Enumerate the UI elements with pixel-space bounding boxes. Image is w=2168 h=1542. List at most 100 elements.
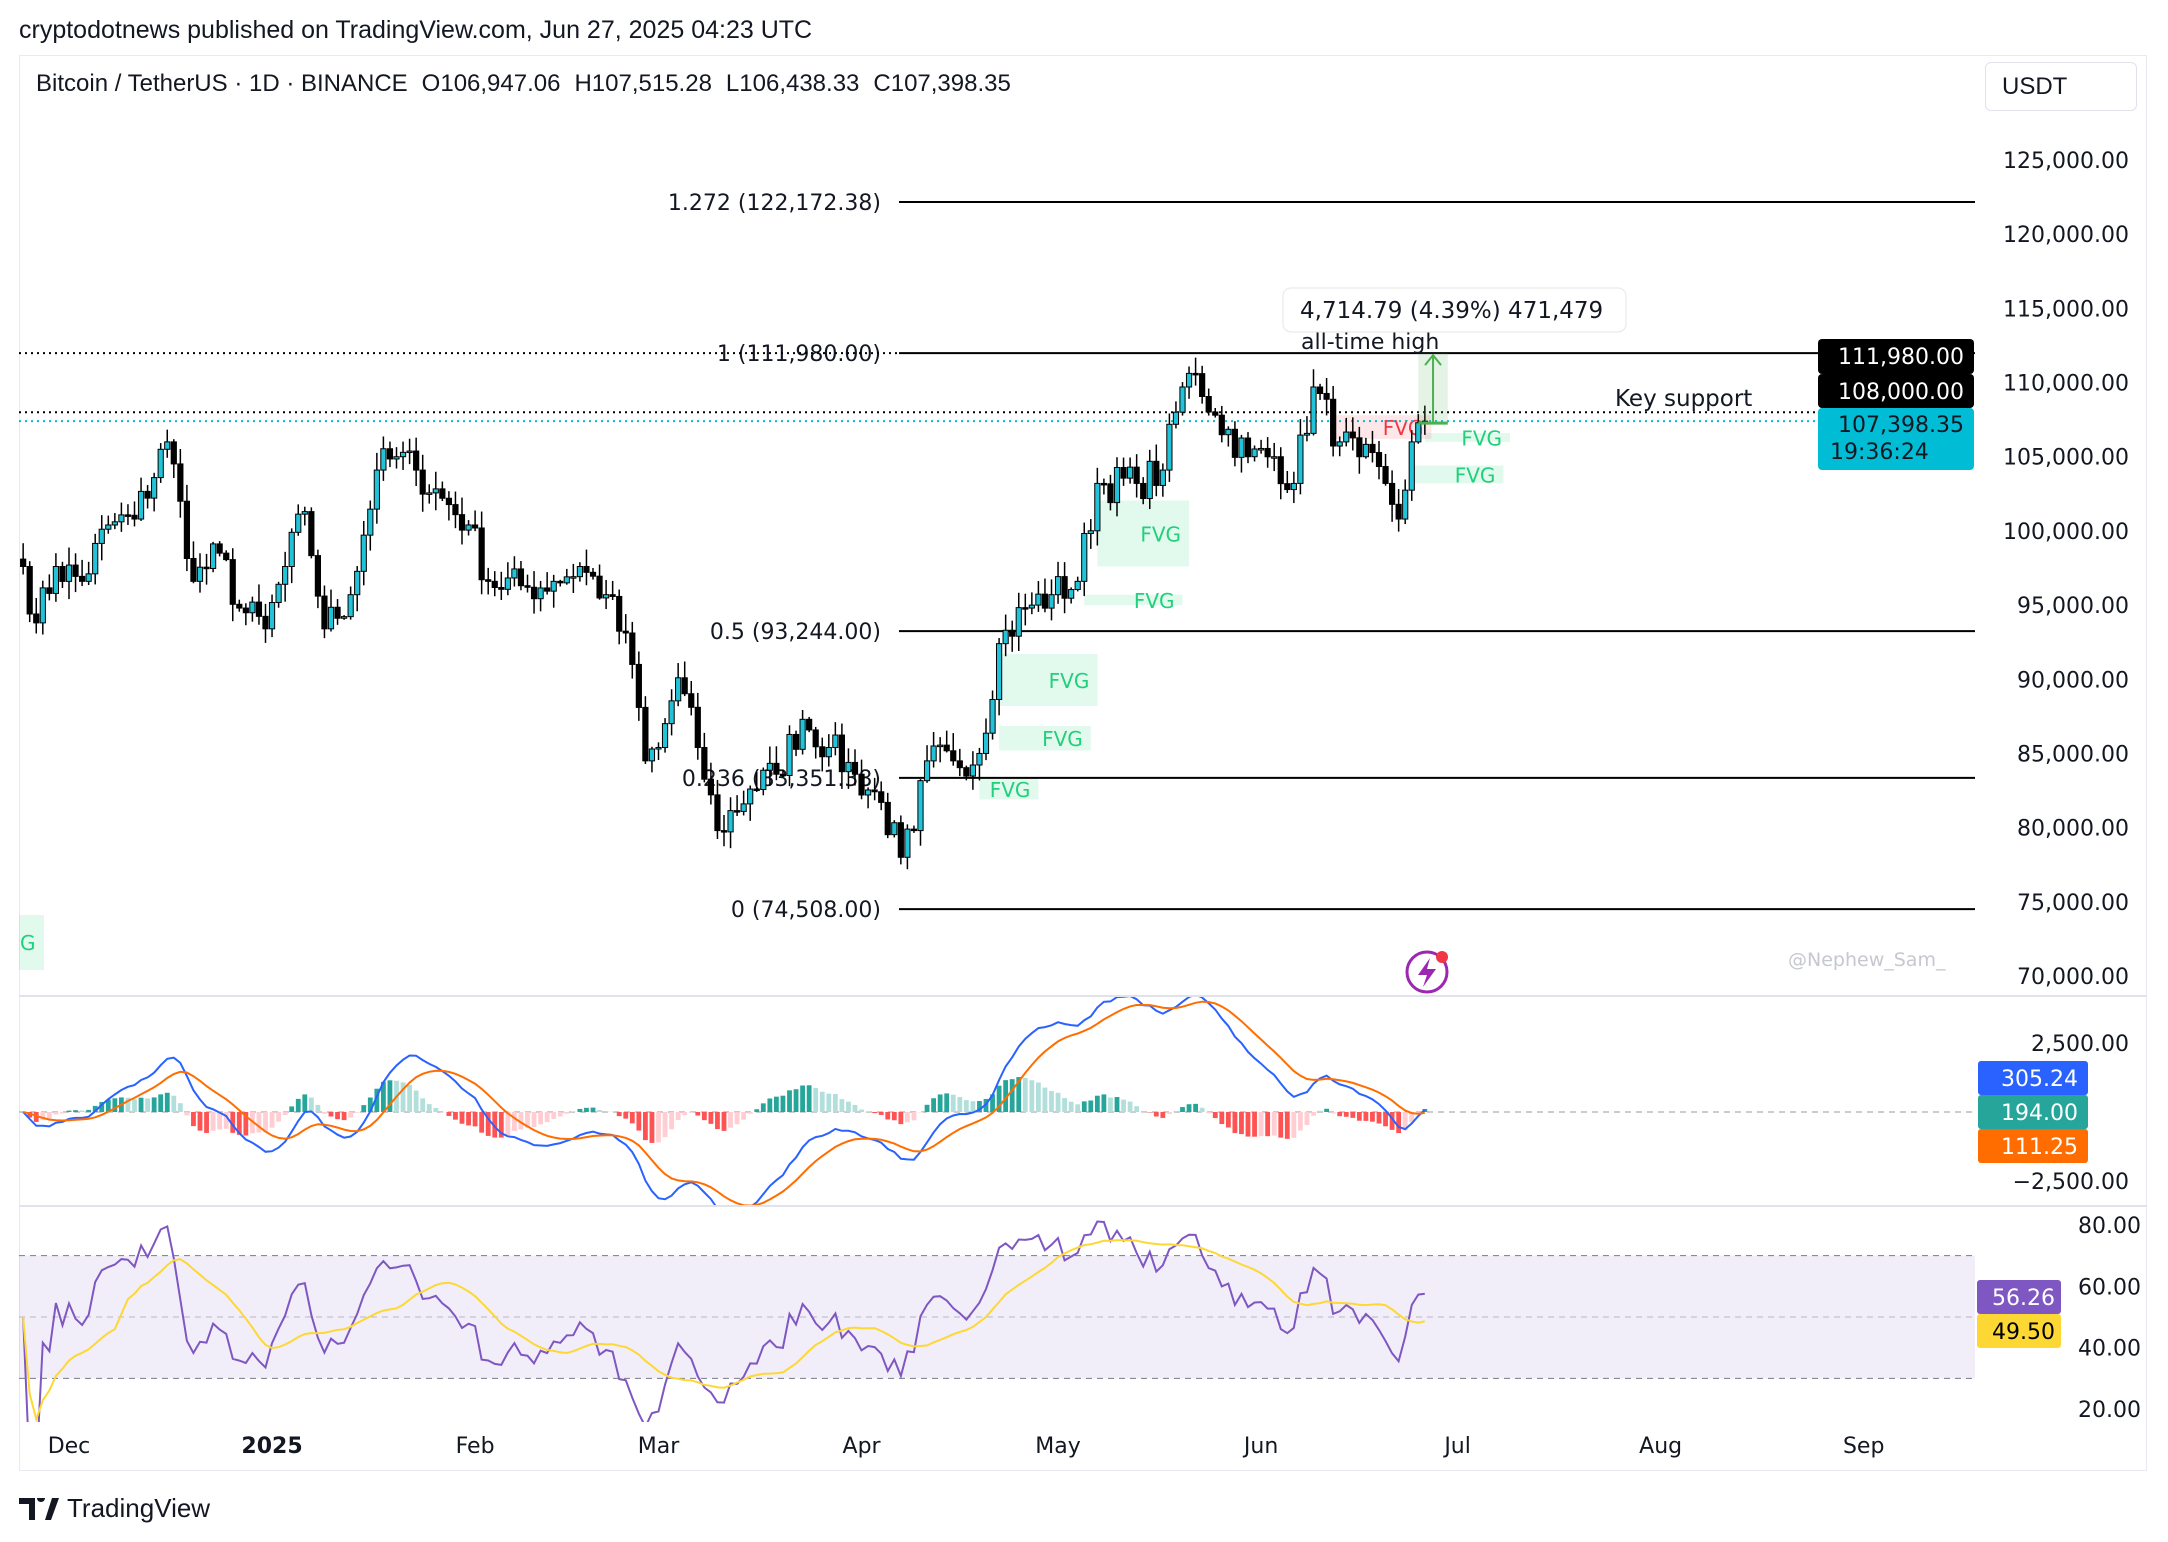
candle-body [517, 568, 525, 587]
candle-body [1408, 441, 1415, 491]
candle-body [825, 747, 832, 758]
candle-body [622, 630, 629, 634]
candle-body [1166, 423, 1173, 471]
macd-histogram-bar [1160, 1112, 1166, 1118]
fvg-label: FVG [1049, 669, 1090, 693]
fvg-label: FVG [1042, 727, 1083, 751]
macd-histogram-bar [1186, 1104, 1192, 1112]
watermark: @Nephew_Sam_ [1788, 949, 1946, 971]
macd-histogram-bar [1252, 1112, 1257, 1137]
candle-body [1238, 437, 1245, 458]
macd-histogram-bar [282, 1112, 288, 1116]
fvg-zone [999, 654, 1098, 706]
candle-body [190, 557, 197, 582]
candle-body [537, 587, 544, 600]
candle-body [694, 706, 701, 749]
macd-histogram-bar [145, 1098, 150, 1112]
ohlc-high: H107,515.28 [574, 70, 712, 97]
ohlc-open: O106,947.06 [421, 70, 561, 97]
candle-body [969, 764, 976, 777]
macd-histogram-bar [433, 1108, 439, 1112]
candle-body [413, 450, 420, 471]
symbol-title[interactable]: Bitcoin / TetherUS · 1D · BINANCE [36, 70, 408, 97]
macd-histogram-bar [1022, 1077, 1028, 1112]
macd-histogram-bar [878, 1112, 884, 1115]
candle-body [262, 615, 269, 630]
macd-histogram-bar [747, 1112, 753, 1114]
macd-tick: −2,500.00 [2013, 1170, 2129, 1195]
ohlc-low: L106,438.33 [725, 70, 860, 97]
macd-histogram-bar [512, 1112, 517, 1132]
macd-histogram-bar [466, 1112, 471, 1126]
candle-body [701, 747, 708, 780]
candle-body [786, 733, 793, 776]
candle-body [668, 700, 675, 725]
candle-body [609, 594, 616, 597]
candle-body [583, 566, 590, 573]
candle-body [1041, 593, 1049, 609]
macd-histogram-bar [492, 1112, 498, 1138]
macd-histogram-bar [1193, 1103, 1198, 1112]
chart-frame [19, 55, 2147, 1471]
candle-body [1185, 372, 1193, 388]
currency-button[interactable]: USDT [1985, 62, 2137, 111]
macd-histogram-bar [99, 1101, 105, 1112]
candle-body [1074, 580, 1081, 591]
macd-histogram-bar [1232, 1112, 1238, 1134]
macd-histogram-bar [819, 1091, 825, 1112]
macd-histogram-bar [1271, 1112, 1277, 1136]
candle-body [52, 566, 59, 594]
candle-body [799, 718, 806, 750]
candle-body [976, 752, 983, 766]
rsi-pane [19, 1220, 1975, 1422]
candle-body [1297, 434, 1304, 484]
candle-body [851, 761, 859, 775]
candle-body [524, 585, 531, 588]
macd-histogram-bar [675, 1112, 681, 1121]
candle-body [1028, 604, 1035, 609]
footer-brand: TradingView [67, 1493, 211, 1523]
lightning-icon[interactable] [1405, 950, 1449, 994]
candle-body [301, 511, 308, 515]
candle-body [1231, 428, 1239, 458]
candle-body [1330, 398, 1337, 447]
candle-body [1375, 452, 1383, 468]
candle-body [596, 575, 603, 599]
macd-histogram-bar [1330, 1112, 1336, 1114]
macd-histogram-bar [970, 1101, 976, 1112]
candle-body [406, 450, 413, 454]
macd-histogram-bar [498, 1112, 504, 1138]
candle-body [1153, 460, 1160, 486]
candle-body [1349, 431, 1356, 439]
ohlc-close: C107,398.35 [873, 70, 1011, 97]
rsi-tick: 80.00 [2078, 1214, 2141, 1239]
tradingview-logo[interactable]: TradingView [19, 1493, 210, 1524]
macd-histogram-bar [656, 1112, 661, 1143]
candle-body [930, 745, 937, 762]
fvg-label: FVG [990, 778, 1031, 802]
candle-body [570, 576, 577, 579]
candle-body [65, 564, 73, 582]
macd-histogram-bar [485, 1112, 491, 1136]
macd-histogram-bar [852, 1104, 858, 1112]
macd-histogram-bar [132, 1099, 137, 1112]
candle-body [196, 566, 204, 582]
macd-histogram-bar [53, 1112, 59, 1115]
macd-histogram-bar [66, 1110, 72, 1112]
candle-body [1035, 593, 1042, 606]
candle-body [845, 761, 852, 773]
candle-body [478, 527, 485, 581]
candle-body [79, 575, 86, 582]
macd-histogram-bar [721, 1112, 727, 1131]
macd-histogram-bar [73, 1110, 78, 1112]
candle-body [26, 566, 33, 615]
candle-body [275, 583, 282, 604]
macd-histogram-bar [308, 1097, 314, 1112]
macd-histogram-bar [584, 1107, 589, 1112]
price-tick: 95,000.00 [2017, 594, 2129, 619]
candle-body [1212, 411, 1219, 416]
candle-body [616, 595, 623, 632]
fvg-label: FVG [1455, 464, 1496, 488]
